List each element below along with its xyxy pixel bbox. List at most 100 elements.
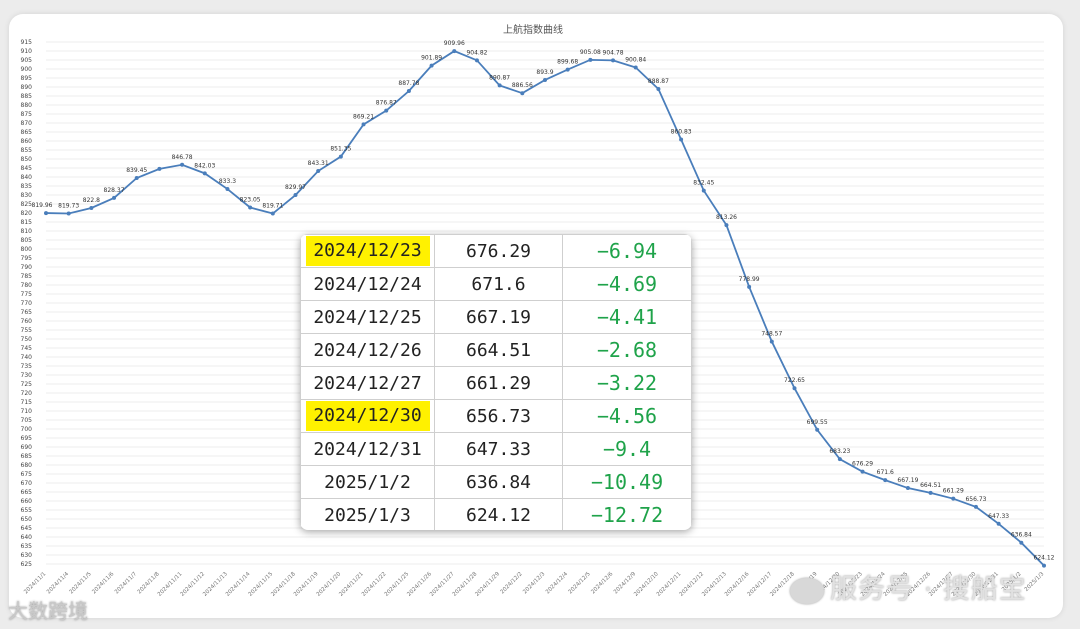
x-tick-label: 2024/11/29 bbox=[474, 571, 501, 598]
table-row: 2024/12/23 676.29 −6.94 bbox=[300, 234, 692, 268]
data-point bbox=[883, 478, 888, 483]
value-cell: 671.6 bbox=[434, 267, 563, 301]
data-labels: 819.96 819.73 822.8 828.37 839.45 846.78842.0… bbox=[32, 40, 1055, 562]
y-tick-label: 835 bbox=[21, 183, 33, 190]
x-tick-label: 2025/1/3 bbox=[1024, 571, 1046, 593]
y-tick-label: 795 bbox=[21, 255, 33, 262]
data-label: 869.21 bbox=[353, 113, 374, 120]
data-point bbox=[951, 496, 956, 501]
date-text: 2024/12/26 bbox=[313, 339, 422, 361]
data-label: 676.29 bbox=[852, 461, 873, 468]
table-row: 2024/12/27 661.29 −3.22 bbox=[300, 366, 692, 400]
y-tick-label: 880 bbox=[21, 102, 33, 109]
y-tick-label: 640 bbox=[21, 534, 33, 541]
y-tick-label: 890 bbox=[21, 84, 33, 91]
date-text: 2024/12/23 bbox=[305, 236, 430, 266]
data-point bbox=[406, 88, 411, 93]
data-label: 904.78 bbox=[603, 49, 624, 56]
x-tick-label: 2024/12/2 bbox=[500, 571, 524, 595]
change-cell: −9.4 bbox=[562, 432, 692, 466]
data-label: 683.23 bbox=[829, 448, 850, 455]
table-row: 2024/12/30 656.73 −4.56 bbox=[300, 399, 692, 433]
date-text: 2024/12/25 bbox=[313, 306, 422, 328]
data-label: 886.56 bbox=[512, 82, 533, 89]
x-tick-label: 2024/12/6 bbox=[590, 571, 615, 596]
data-label: 843.31 bbox=[308, 160, 329, 167]
data-label: 842.03 bbox=[194, 162, 215, 169]
y-tick-label: 750 bbox=[21, 336, 33, 343]
table-row: 2024/12/31 647.33 −9.4 bbox=[300, 432, 692, 466]
data-label: 900.84 bbox=[625, 56, 646, 63]
data-label: 905.08 bbox=[580, 49, 601, 56]
y-tick-label: 815 bbox=[21, 219, 33, 226]
data-point bbox=[429, 63, 434, 68]
y-tick-label: 635 bbox=[21, 543, 33, 550]
data-point bbox=[611, 58, 616, 63]
y-tick-label: 780 bbox=[21, 282, 33, 289]
y-tick-label: 625 bbox=[21, 561, 33, 568]
y-tick-label: 765 bbox=[21, 309, 33, 316]
y-tick-label: 845 bbox=[21, 165, 33, 172]
data-label: 819.71 bbox=[262, 203, 283, 210]
y-tick-label: 785 bbox=[21, 273, 33, 280]
value-cell: 676.29 bbox=[434, 234, 563, 268]
data-point bbox=[860, 469, 865, 474]
data-label: 888.87 bbox=[648, 78, 669, 85]
data-label: 829.97 bbox=[285, 184, 306, 191]
data-label: 656.73 bbox=[965, 496, 986, 503]
data-point bbox=[588, 57, 593, 62]
x-tick-label: 2024/11/7 bbox=[114, 571, 139, 596]
data-point bbox=[565, 67, 570, 72]
value-cell: 664.51 bbox=[434, 333, 563, 367]
change-cell: −10.49 bbox=[562, 465, 692, 499]
data-label: 671.6 bbox=[877, 469, 894, 476]
data-label: 899.68 bbox=[557, 59, 578, 66]
y-tick-label: 870 bbox=[21, 120, 33, 127]
data-point bbox=[338, 154, 343, 159]
data-label: 823.05 bbox=[240, 197, 261, 204]
table-row: 2025/1/3 624.12 −12.72 bbox=[300, 498, 692, 530]
x-tick-label: 2024/12/4 bbox=[545, 571, 570, 596]
y-tick-label: 810 bbox=[21, 228, 33, 235]
y-tick-label: 770 bbox=[21, 300, 33, 307]
x-tick-label: 2024/12/3 bbox=[522, 571, 547, 596]
data-label: 822.8 bbox=[83, 197, 100, 204]
y-tick-label: 645 bbox=[21, 525, 33, 532]
change-cell: −6.94 bbox=[562, 234, 692, 268]
data-label: 699.55 bbox=[807, 419, 828, 426]
data-point bbox=[520, 91, 525, 96]
data-point bbox=[543, 77, 547, 82]
data-points bbox=[44, 49, 1046, 568]
date-text: 2024/12/24 bbox=[313, 273, 422, 295]
data-label: 778.99 bbox=[739, 276, 760, 283]
data-point bbox=[89, 205, 94, 210]
y-tick-label: 885 bbox=[21, 93, 33, 100]
data-label: 887.78 bbox=[398, 80, 419, 87]
data-point bbox=[1042, 563, 1046, 568]
data-point bbox=[633, 65, 638, 70]
y-tick-label: 855 bbox=[21, 147, 33, 154]
x-tick-label: 2024/11/1 bbox=[23, 571, 47, 595]
data-point bbox=[316, 169, 321, 174]
value-cell: 661.29 bbox=[434, 366, 563, 400]
y-tick-label: 655 bbox=[21, 507, 33, 514]
y-tick-label: 720 bbox=[21, 390, 33, 397]
data-point bbox=[180, 162, 185, 167]
data-point bbox=[157, 166, 162, 171]
y-tick-label: 895 bbox=[21, 75, 33, 82]
value-cell: 636.84 bbox=[434, 465, 563, 499]
y-tick-label: 830 bbox=[21, 192, 33, 199]
y-tick-label: 715 bbox=[21, 399, 33, 406]
y-tick-label: 905 bbox=[21, 57, 33, 64]
y-tick-label: 805 bbox=[21, 237, 33, 244]
data-point bbox=[66, 211, 71, 216]
y-tick-label: 680 bbox=[21, 462, 33, 469]
date-text: 2025/1/3 bbox=[324, 504, 411, 526]
y-tick-labels: 625 630 635 640 645 650 655 660 665 670 675 680 685 6… bbox=[21, 39, 33, 568]
data-point bbox=[248, 205, 253, 210]
data-label: 667.19 bbox=[897, 477, 918, 484]
x-tick-label: 2024/11/4 bbox=[46, 571, 71, 596]
y-tick-label: 670 bbox=[21, 480, 33, 487]
y-tick-label: 840 bbox=[21, 174, 33, 181]
